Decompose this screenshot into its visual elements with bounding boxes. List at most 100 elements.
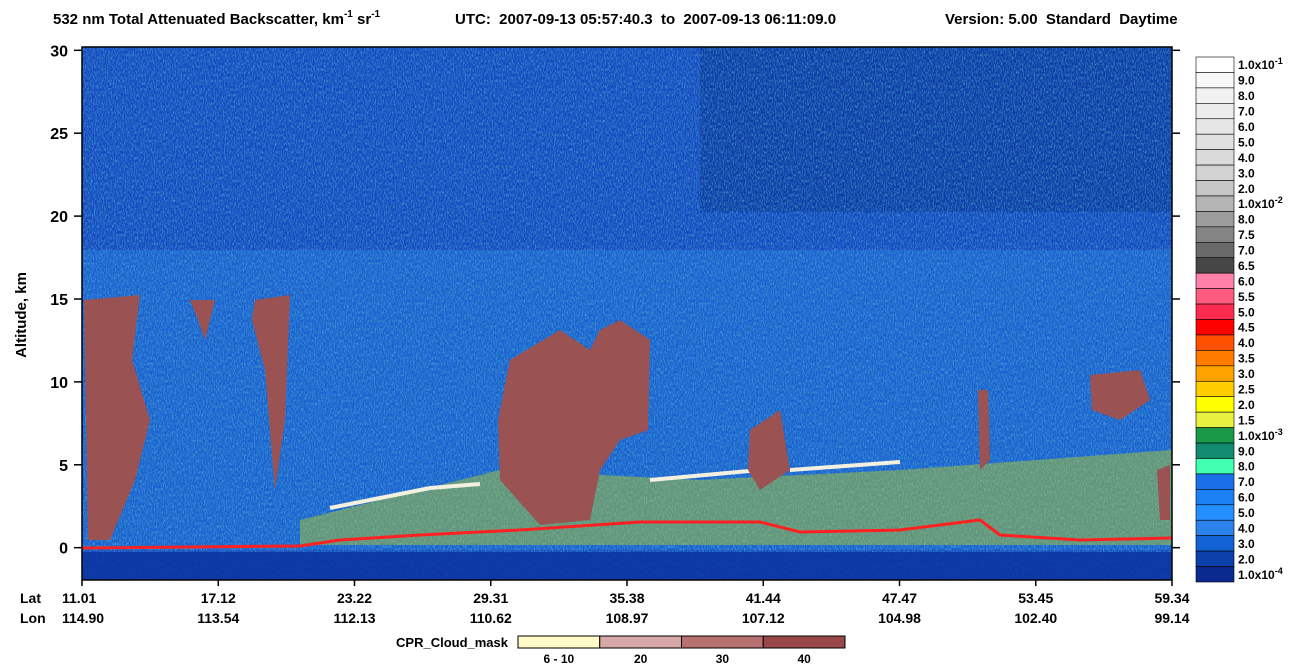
lat-label: 47.47 bbox=[882, 590, 917, 606]
colorbar-swatch bbox=[1195, 427, 1235, 444]
cpr-swatch bbox=[517, 635, 601, 649]
colorbar-label-text: 1.0x10 bbox=[1238, 568, 1275, 582]
colorbar-label-text: 8.0 bbox=[1238, 213, 1255, 227]
cloud-top-layer bbox=[329, 460, 901, 510]
colorbar-label: 7.5 bbox=[1238, 228, 1255, 242]
colorbar-label-text: 7.5 bbox=[1238, 228, 1255, 242]
title-text: sr bbox=[353, 11, 372, 28]
colorbar-swatch bbox=[1195, 319, 1235, 336]
colorbar-swatch bbox=[1195, 303, 1235, 320]
colorbar-label-sup: -3 bbox=[1275, 427, 1283, 437]
lon-label: 113.54 bbox=[197, 610, 239, 626]
colorbar-label-text: 8.0 bbox=[1238, 460, 1255, 474]
colorbar-swatch bbox=[1195, 211, 1235, 228]
colorbar-label: 8.0 bbox=[1238, 460, 1255, 474]
colorbar-swatch bbox=[1195, 133, 1235, 150]
title-text: 532 nm Total Attenuated Backscatter, km bbox=[53, 11, 344, 28]
colorbar-label-text: 6.0 bbox=[1238, 491, 1255, 505]
cpr-label: 40 bbox=[797, 652, 811, 666]
lat-label: 11.01 bbox=[62, 590, 96, 606]
lat-label: 59.34 bbox=[1154, 590, 1189, 606]
y-tick-label: 20 bbox=[50, 209, 68, 226]
colorbar-label-text: 7.0 bbox=[1238, 475, 1255, 489]
colorbar-label: 6.0 bbox=[1238, 274, 1255, 288]
colorbar-label: 5.0 bbox=[1238, 506, 1255, 520]
colorbar-label: 8.0 bbox=[1238, 213, 1255, 227]
colorbar-label-text: 2.0 bbox=[1238, 398, 1255, 412]
colorbar-label: 6.0 bbox=[1238, 120, 1255, 134]
row-name: Lon bbox=[20, 610, 46, 626]
colorbar-label-text: 6.0 bbox=[1238, 120, 1255, 134]
colorbar-label: 5.0 bbox=[1238, 305, 1255, 319]
colorbar-label: 1.0x10-4 bbox=[1238, 566, 1283, 582]
colorbar-label-text: 2.0 bbox=[1238, 552, 1255, 566]
title-sup: -1 bbox=[371, 9, 380, 20]
colorbar-swatch bbox=[1195, 411, 1235, 428]
lon-label: 110.62 bbox=[470, 610, 512, 626]
lon-label: 107.12 bbox=[742, 610, 785, 626]
colorbar-swatch bbox=[1195, 504, 1235, 521]
colorbar-label: 1.0x10-2 bbox=[1238, 195, 1283, 211]
cpr-legend-title: CPR_Cloud_mask bbox=[396, 635, 509, 650]
colorbar-swatch bbox=[1195, 103, 1235, 120]
lon-label: 108.97 bbox=[606, 610, 649, 626]
lat-label: 17.12 bbox=[201, 590, 236, 606]
colorbar-swatch bbox=[1195, 566, 1235, 583]
y-tick-label: 30 bbox=[50, 43, 68, 60]
colorbar-swatch bbox=[1195, 72, 1235, 89]
colorbar-label-text: 6.5 bbox=[1238, 259, 1255, 273]
title-sup: -1 bbox=[344, 9, 353, 20]
colorbar-swatch bbox=[1195, 519, 1235, 536]
lat-label: 35.38 bbox=[609, 590, 644, 606]
colorbar-label-text: 3.0 bbox=[1238, 537, 1255, 551]
chart-title: 532 nm Total Attenuated Backscatter, km-… bbox=[53, 9, 381, 28]
lon-label: 114.90 bbox=[62, 610, 104, 626]
cpr-clouds bbox=[84, 295, 1170, 540]
colorbar-swatch bbox=[1195, 195, 1235, 212]
colorbar-label: 5.5 bbox=[1238, 290, 1255, 304]
colorbar-label-text: 1.0x10 bbox=[1238, 197, 1275, 211]
colorbar-label: 7.0 bbox=[1238, 475, 1255, 489]
colorbar-label-text: 5.0 bbox=[1238, 305, 1255, 319]
colorbar-label-text: 2.0 bbox=[1238, 182, 1255, 196]
colorbar-swatch bbox=[1195, 458, 1235, 475]
colorbar-swatch bbox=[1195, 396, 1235, 413]
cloud bbox=[84, 295, 150, 540]
cloud bbox=[498, 320, 650, 525]
cpr-swatch bbox=[762, 635, 846, 649]
colorbar-swatch bbox=[1195, 272, 1235, 289]
colorbar-label-text: 4.0 bbox=[1238, 336, 1255, 350]
cloud bbox=[978, 390, 990, 470]
y-tick-label: 10 bbox=[50, 375, 68, 392]
colorbar-swatch bbox=[1195, 149, 1235, 166]
colorbar-swatch bbox=[1195, 350, 1235, 367]
colorbar-label: 1.5 bbox=[1238, 413, 1255, 427]
colorbar-label: 8.0 bbox=[1238, 89, 1255, 103]
colorbar-swatch bbox=[1195, 442, 1235, 459]
colorbar-label-text: 1.5 bbox=[1238, 413, 1255, 427]
y-tick-label: 0 bbox=[59, 541, 68, 558]
utc-range: UTC: 2007-09-13 05:57:40.3 to 2007-09-13… bbox=[455, 11, 836, 28]
y-tick-label: 25 bbox=[50, 126, 68, 143]
colorbar-label-text: 8.0 bbox=[1238, 89, 1255, 103]
colorbar-swatch bbox=[1195, 380, 1235, 398]
colorbar-swatch bbox=[1195, 550, 1235, 567]
colorbar-label: 9.0 bbox=[1238, 444, 1255, 458]
colorbar-swatch bbox=[1195, 180, 1235, 197]
cpr-label: 20 bbox=[634, 652, 648, 666]
colorbar-label-text: 2.5 bbox=[1238, 382, 1255, 396]
lon-label: 104.98 bbox=[878, 610, 921, 626]
colorbar-label: 3.0 bbox=[1238, 367, 1255, 381]
backscatter-image bbox=[82, 47, 1172, 580]
lat-label: 41.44 bbox=[746, 590, 781, 606]
lat-label: 29.31 bbox=[473, 590, 508, 606]
lon-label: 99.14 bbox=[1154, 610, 1189, 626]
colorbar-swatch bbox=[1195, 118, 1235, 135]
colorbar-label: 4.0 bbox=[1238, 151, 1255, 165]
colorbar-label-text: 1.0x10 bbox=[1238, 429, 1275, 443]
colorbar-label-text: 5.0 bbox=[1238, 135, 1255, 149]
colorbar-swatch bbox=[1195, 87, 1235, 104]
lon-label: 112.13 bbox=[333, 610, 375, 626]
cpr-swatch bbox=[599, 635, 682, 649]
